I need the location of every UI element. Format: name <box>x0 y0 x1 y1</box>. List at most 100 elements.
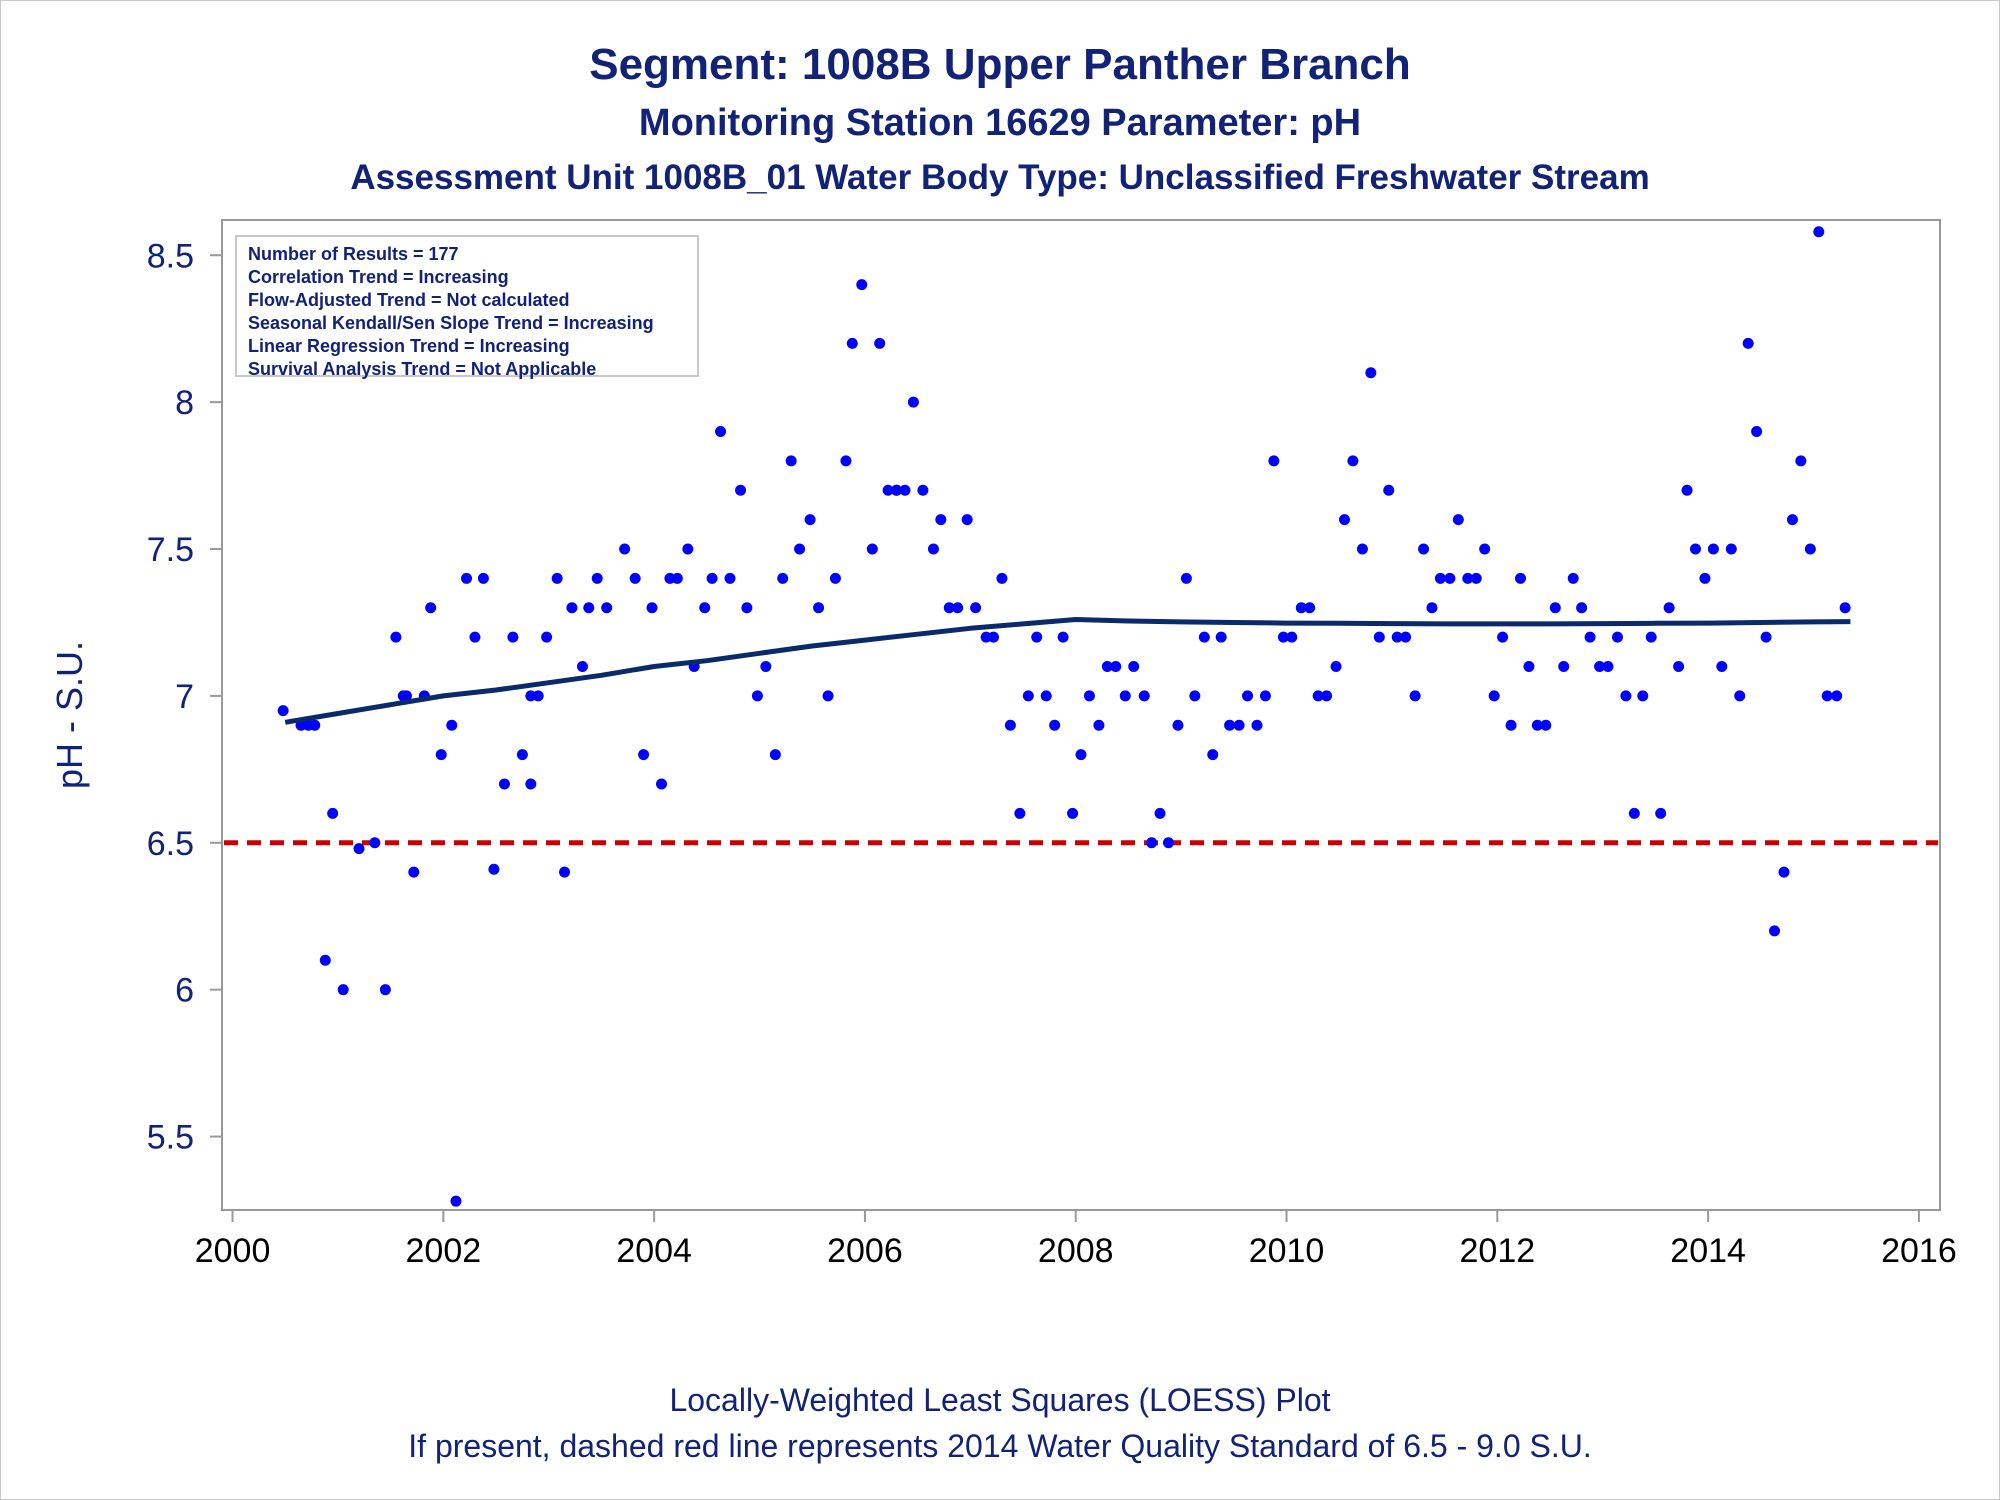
data-point <box>525 778 537 790</box>
data-point <box>1821 690 1833 702</box>
data-point <box>699 602 711 614</box>
stats-box <box>235 235 699 377</box>
data-point <box>1083 690 1095 702</box>
data-point <box>822 690 834 702</box>
plot-area <box>221 219 1941 1211</box>
x-tick-label: 2000 <box>195 1232 271 1270</box>
data-point <box>591 572 603 584</box>
data-point <box>1049 719 1061 731</box>
x-tick-label: 2004 <box>616 1232 692 1270</box>
footnote-loess: Locally-Weighted Least Squares (LOESS) P… <box>669 1382 1331 1418</box>
x-tick-label: 2002 <box>406 1232 482 1270</box>
y-tick-label: 8 <box>175 384 194 422</box>
data-point <box>1172 719 1184 731</box>
data-point <box>1277 631 1289 643</box>
data-point <box>1681 484 1693 496</box>
data-point <box>1663 602 1675 614</box>
data-point <box>551 572 563 584</box>
y-tick-label: 7.5 <box>147 531 194 569</box>
y-axis-label: pH - S.U. <box>49 641 90 789</box>
data-point <box>1444 572 1456 584</box>
data-point <box>1373 631 1385 643</box>
data-point <box>1584 631 1596 643</box>
data-point <box>583 602 595 614</box>
data-point <box>1330 661 1342 673</box>
data-point <box>1146 837 1158 849</box>
data-point <box>777 572 789 584</box>
data-point <box>899 484 911 496</box>
data-point <box>856 279 868 291</box>
x-tick-label: 2012 <box>1460 1232 1536 1270</box>
data-point <box>638 749 650 761</box>
data-point <box>1778 866 1790 878</box>
data-point <box>1699 572 1711 584</box>
data-point <box>907 396 919 408</box>
data-point <box>1004 719 1016 731</box>
data-point <box>1795 455 1807 467</box>
data-point <box>1531 719 1543 731</box>
stats-line: Survival Analysis Trend = Not Applicable <box>248 359 596 379</box>
data-point <box>1242 690 1254 702</box>
data-point <box>1233 719 1245 731</box>
data-point <box>1452 514 1464 526</box>
data-point <box>1215 631 1227 643</box>
data-point <box>943 602 955 614</box>
data-point <box>1031 631 1043 643</box>
data-point <box>1356 543 1368 555</box>
data-point <box>1540 719 1552 731</box>
data-point <box>277 705 289 717</box>
data-point <box>804 514 816 526</box>
data-point <box>1611 631 1623 643</box>
chart-subtitle-2: Assessment Unit 1008B_01 Water Body Type… <box>350 158 1650 197</box>
data-point <box>1620 690 1632 702</box>
stats-line: Flow-Adjusted Trend = Not calculated <box>248 290 570 310</box>
data-point <box>1383 484 1395 496</box>
stats-line: Correlation Trend = Increasing <box>248 267 509 287</box>
data-point <box>353 843 365 855</box>
data-point <box>629 572 641 584</box>
data-point <box>891 484 903 496</box>
data-point <box>1338 514 1350 526</box>
data-point <box>1515 572 1527 584</box>
data-point <box>751 690 763 702</box>
data-point <box>1426 602 1438 614</box>
data-point <box>425 602 437 614</box>
data-point <box>1286 631 1298 643</box>
data-point <box>461 572 473 584</box>
x-tick-label: 2016 <box>1881 1232 1957 1270</box>
data-point <box>1628 807 1640 819</box>
data-point <box>1786 514 1798 526</box>
data-point <box>1180 572 1192 584</box>
data-point <box>1119 690 1131 702</box>
data-point <box>1014 807 1026 819</box>
data-point <box>498 778 510 790</box>
y-tick-label: 6.5 <box>147 825 194 863</box>
data-point <box>952 602 964 614</box>
data-point <box>1549 602 1561 614</box>
stats-line: Linear Regression Trend = Increasing <box>248 336 570 356</box>
data-point <box>369 837 381 849</box>
data-point <box>1673 661 1685 673</box>
data-point <box>1645 631 1657 643</box>
data-point <box>1138 690 1150 702</box>
data-point <box>488 863 500 875</box>
data-point <box>1162 837 1174 849</box>
data-point <box>846 337 858 349</box>
data-point <box>1558 661 1570 673</box>
data-point <box>760 661 772 673</box>
data-point <box>1312 690 1324 702</box>
data-point <box>1251 719 1263 731</box>
data-point <box>1725 543 1737 555</box>
data-point <box>319 954 331 966</box>
data-point <box>1022 690 1034 702</box>
data-point <box>1409 690 1421 702</box>
data-point <box>1304 602 1316 614</box>
y-tick-label: 7 <box>175 678 194 716</box>
data-point <box>1365 367 1377 379</box>
data-point <box>1707 543 1719 555</box>
data-point <box>525 690 537 702</box>
data-point <box>1716 661 1728 673</box>
data-point <box>1189 690 1201 702</box>
data-point <box>715 426 727 438</box>
